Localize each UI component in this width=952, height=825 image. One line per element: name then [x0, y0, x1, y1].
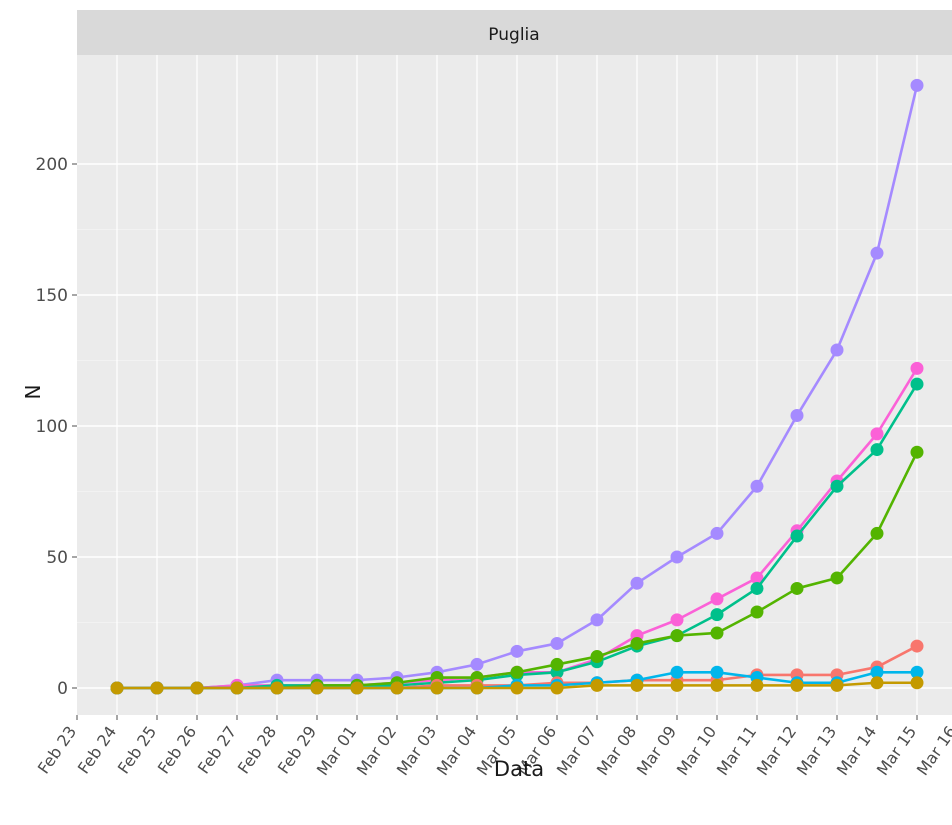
data-point [670, 678, 684, 692]
series-group [110, 676, 924, 695]
data-point [750, 581, 764, 595]
data-point [550, 681, 564, 695]
data-point [910, 361, 924, 375]
x-tick-label: Feb 28 [234, 722, 280, 777]
data-point [550, 657, 564, 671]
facet-title: Puglia [488, 25, 539, 45]
y-tick-label: 150 [36, 286, 68, 306]
x-axis-label: Data [494, 757, 544, 781]
x-tick-label: Mar 14 [833, 722, 880, 778]
y-tick-label: 200 [36, 155, 68, 175]
data-point [750, 678, 764, 692]
data-point [910, 445, 924, 459]
data-point [870, 246, 884, 260]
x-tick-label: Mar 02 [353, 722, 400, 778]
x-tick-label: Feb 26 [154, 722, 200, 777]
data-point [470, 657, 484, 671]
x-tick-label: Feb 27 [194, 722, 240, 777]
x-tick-label: Mar 15 [873, 722, 920, 778]
data-point [470, 681, 484, 695]
y-tick-label: 100 [36, 417, 68, 437]
x-tick-label: Feb 25 [114, 722, 160, 777]
data-point [870, 526, 884, 540]
data-point [310, 681, 324, 695]
data-point [830, 479, 844, 493]
data-point [510, 681, 524, 695]
x-tick-label: Mar 11 [713, 722, 760, 778]
x-tick-label: Mar 01 [313, 722, 360, 778]
x-tick-label: Mar 09 [633, 722, 680, 778]
data-point [910, 639, 924, 653]
data-point [670, 665, 684, 679]
data-point [230, 681, 244, 695]
data-point [870, 427, 884, 441]
data-point [670, 613, 684, 627]
data-point [910, 665, 924, 679]
data-point [110, 681, 124, 695]
data-point [830, 678, 844, 692]
data-point [790, 529, 804, 543]
x-tick-label: Mar 03 [393, 722, 440, 778]
data-point [790, 409, 804, 423]
data-point [630, 576, 644, 590]
data-point [430, 681, 444, 695]
data-point [910, 676, 924, 690]
facet-strip [77, 10, 952, 55]
y-tick-label: 50 [46, 548, 68, 568]
y-axis-label: N [21, 385, 45, 400]
data-point [910, 78, 924, 92]
data-point [590, 650, 604, 664]
series-layer [110, 78, 924, 695]
data-point [270, 681, 284, 695]
data-point [870, 665, 884, 679]
data-point [790, 678, 804, 692]
x-tick-label: Mar 13 [793, 722, 840, 778]
data-point [630, 678, 644, 692]
data-point [550, 636, 564, 650]
data-point [870, 676, 884, 690]
x-tick-label: Feb 23 [34, 722, 80, 777]
data-point [670, 629, 684, 643]
data-point [830, 571, 844, 585]
data-point [710, 608, 724, 622]
data-point [710, 665, 724, 679]
data-point [190, 681, 204, 695]
data-point [710, 626, 724, 640]
data-point [510, 665, 524, 679]
data-point [710, 526, 724, 540]
plot-panel-background [77, 55, 952, 715]
y-tick-label: 0 [57, 679, 68, 699]
x-tick-label: Mar 16 [913, 722, 952, 778]
x-tick-label: Mar 07 [553, 722, 600, 778]
data-point [590, 613, 604, 627]
data-point [150, 681, 164, 695]
x-tick-label: Mar 12 [753, 722, 800, 778]
data-point [670, 550, 684, 564]
x-tick-label: Mar 04 [433, 722, 480, 778]
data-point [710, 678, 724, 692]
data-point [790, 581, 804, 595]
data-point [630, 636, 644, 650]
data-point [710, 592, 724, 606]
data-point [590, 678, 604, 692]
data-point [750, 605, 764, 619]
x-tick-label: Mar 08 [593, 722, 640, 778]
data-point [910, 377, 924, 391]
data-point [350, 681, 364, 695]
data-point [870, 443, 884, 457]
data-point [750, 479, 764, 493]
data-point [750, 571, 764, 585]
data-point [510, 644, 524, 658]
grid-lines [77, 55, 952, 715]
data-point [390, 681, 404, 695]
data-point [830, 343, 844, 357]
x-tick-label: Mar 10 [673, 722, 720, 778]
x-tick-label: Feb 24 [74, 722, 120, 777]
